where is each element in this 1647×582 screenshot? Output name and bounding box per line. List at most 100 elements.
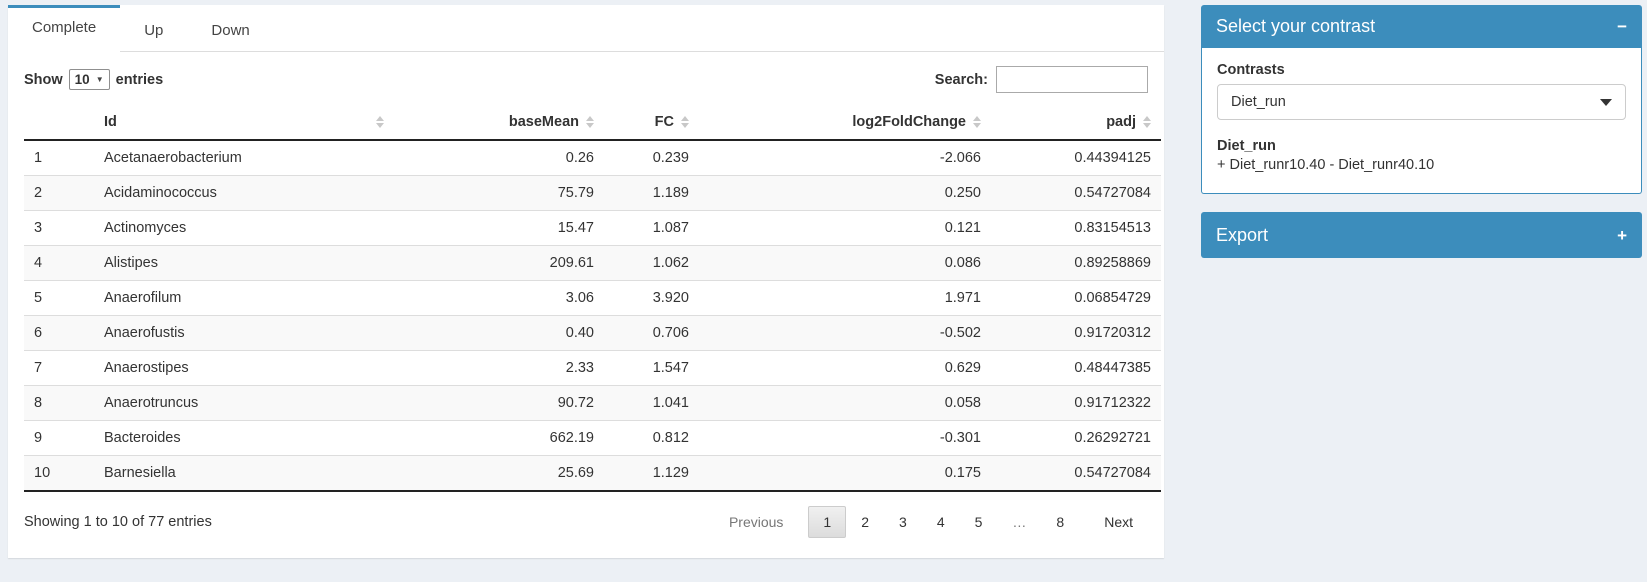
header-padj[interactable]: padj [991,105,1161,141]
table-row[interactable]: 6 Anaerofustis 0.40 0.706 -0.502 0.91720… [24,315,1161,351]
export-panel-header: Export + [1201,212,1642,258]
cell-log2foldchange: -0.502 [699,315,991,351]
header-basemean[interactable]: baseMean [394,105,604,141]
page-number-button[interactable]: 4 [936,514,945,530]
next-page-button[interactable]: Next [1104,514,1133,530]
sort-icon [681,116,689,128]
cell-basemean: 90.72 [394,385,604,421]
cell-log2foldchange: 0.175 [699,455,991,492]
sort-icon [376,116,384,128]
cell-rownum: 4 [24,245,94,281]
cell-basemean: 662.19 [394,420,604,456]
page: Complete Up Down Show 10 ▼ entries Searc… [8,5,1642,558]
table-header-row: Id baseMean FC log2FoldChange padj [24,105,1161,141]
cell-basemean: 2.33 [394,350,604,386]
cell-rownum: 3 [24,210,94,246]
cell-log2foldchange: 0.250 [699,175,991,211]
contrast-detail: Diet_run + Diet_runr10.40 - Diet_runr40.… [1217,138,1626,173]
cell-fc: 1.129 [604,455,699,492]
tab-up[interactable]: Up [144,22,164,39]
page-number-button[interactable]: 8 [1056,514,1065,530]
contrast-detail-title: Diet_run [1217,138,1276,154]
cell-padj: 0.83154513 [991,210,1161,246]
header-fc[interactable]: FC [604,105,699,141]
cell-basemean: 209.61 [394,245,604,281]
search-control: Search: [935,66,1148,93]
cell-fc: 1.041 [604,385,699,421]
sort-icon [586,116,594,128]
cell-padj: 0.89258869 [991,245,1161,281]
cell-log2foldchange: 0.058 [699,385,991,421]
cell-rownum: 10 [24,455,94,492]
cell-log2foldchange: 0.086 [699,245,991,281]
pagination: Previous 1 2 3 4 5 [714,506,1148,538]
table-row[interactable]: 8 Anaerotruncus 90.72 1.041 0.058 0.9171… [24,385,1161,421]
cell-fc: 3.920 [604,280,699,316]
table-row[interactable]: 2 Acidaminococcus 75.79 1.189 0.250 0.54… [24,175,1161,211]
cell-id: Anaerotruncus [94,385,394,421]
page-number-button[interactable]: 3 [899,514,907,530]
table-body: 1 Acetanaerobacterium 0.26 0.239 -2.066 … [24,139,1161,492]
header-log2foldchange[interactable]: log2FoldChange [699,105,991,141]
cell-log2foldchange: -0.301 [699,420,991,456]
cell-rownum: 6 [24,315,94,351]
table-row[interactable]: 4 Alistipes 209.61 1.062 0.086 0.8925886… [24,245,1161,281]
collapse-minus-icon[interactable]: − [1617,17,1627,36]
table-row[interactable]: 10 Barnesiella 25.69 1.129 0.175 0.54727… [24,455,1161,492]
export-panel-title: Export [1216,224,1269,245]
page-length-select[interactable]: 10 ▼ [68,69,110,90]
table-row[interactable]: 5 Anaerofilum 3.06 3.920 1.971 0.0685472… [24,280,1161,316]
tab-down[interactable]: Down [211,22,250,39]
table-row[interactable]: 3 Actinomyces 15.47 1.087 0.121 0.831545… [24,210,1161,246]
sidebar-column: Select your contrast − Contrasts Diet_ru… [1201,5,1642,276]
cell-id: Anaerofustis [94,315,394,351]
cell-id: Acetanaerobacterium [94,139,394,176]
page-number-button[interactable]: 1 [808,506,847,538]
table-row[interactable]: 9 Bacteroides 662.19 0.812 -0.301 0.2629… [24,420,1161,456]
contrast-panel-title: Select your contrast [1216,16,1376,36]
page-number-button[interactable]: … [1012,514,1027,530]
select-caret-icon: ▼ [95,75,104,84]
page-number-button[interactable]: 5 [974,514,983,530]
header-id[interactable]: Id [94,105,394,141]
sort-icon [1143,116,1151,128]
table-row[interactable]: 7 Anaerostipes 2.33 1.547 0.629 0.484473… [24,350,1161,386]
cell-padj: 0.91712322 [991,385,1161,421]
contrast-select-value: Diet_run [1231,94,1286,110]
cell-padj: 0.54727084 [991,175,1161,211]
table-controls: Show 10 ▼ entries Search: [18,62,1154,105]
cell-rownum: 8 [24,385,94,421]
cell-padj: 0.26292721 [991,420,1161,456]
search-input[interactable] [996,66,1148,93]
contrast-panel-body: Contrasts Diet_run Diet_run + Diet_runr1… [1201,48,1642,194]
cell-id: Actinomyces [94,210,394,246]
page-number-list: 1 2 3 4 5 … 8 [808,506,1079,538]
cell-rownum: 9 [24,420,94,456]
cell-basemean: 0.40 [394,315,604,351]
results-box: Complete Up Down Show 10 ▼ entries Searc… [8,5,1164,558]
cell-basemean: 3.06 [394,280,604,316]
results-body: Show 10 ▼ entries Search: [8,52,1164,558]
table-footer: Showing 1 to 10 of 77 entries Previous 1… [18,492,1154,548]
entries-label: entries [115,71,164,88]
cell-id: Anaerofilum [94,280,394,316]
previous-page-button[interactable]: Previous [728,514,784,530]
cell-basemean: 0.26 [394,139,604,176]
contrast-detail-formula: + Diet_runr10.40 - Diet_runr40.10 [1217,157,1435,173]
cell-fc: 1.189 [604,175,699,211]
cell-fc: 0.812 [604,420,699,456]
cell-fc: 0.706 [604,315,699,351]
cell-log2foldchange: -2.066 [699,139,991,176]
header-rownum [24,105,94,141]
contrasts-label: Contrasts [1217,62,1285,78]
sort-icon [973,116,981,128]
contrast-select[interactable]: Diet_run [1217,84,1626,120]
contrast-panel-header: Select your contrast − [1201,5,1642,48]
table-row[interactable]: 1 Acetanaerobacterium 0.26 0.239 -2.066 … [24,139,1161,176]
cell-fc: 1.062 [604,245,699,281]
expand-plus-icon[interactable]: + [1617,225,1627,245]
cell-id: Alistipes [94,245,394,281]
tab-complete[interactable]: Complete [8,5,121,52]
cell-rownum: 5 [24,280,94,316]
page-number-button[interactable]: 2 [861,514,870,530]
